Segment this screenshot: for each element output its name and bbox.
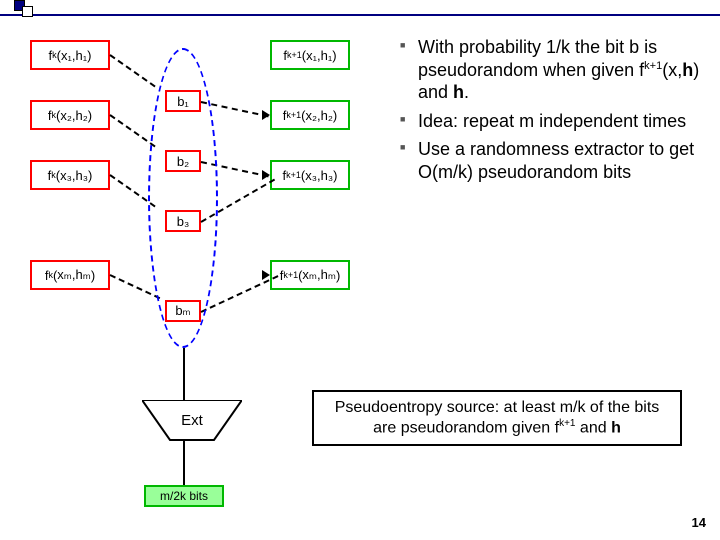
bullet-1: With probability 1/k the bit b is pseudo… — [400, 36, 710, 104]
arrowhead-m — [262, 270, 270, 280]
arrow-bm-fkpm — [201, 275, 279, 313]
fkp1-box-3: fk+1(x₃,h₃) — [270, 160, 350, 190]
topbar-line — [0, 14, 720, 16]
fk-box-3: fk(x₃,h₃) — [30, 160, 110, 190]
ext-label: Ext — [162, 408, 222, 432]
arrow-fk1-b1 — [109, 54, 155, 87]
arrow-fk2-b2 — [109, 114, 155, 147]
line-ellipse-ext — [183, 348, 185, 400]
topbar-square-white — [22, 6, 33, 17]
line-ext-mbits — [183, 440, 185, 485]
page-number: 14 — [692, 515, 706, 530]
bullet-3: Use a randomness extractor to get O(m/k)… — [400, 138, 710, 183]
arrowhead-2 — [262, 170, 270, 180]
mbits-box: m/2k bits — [144, 485, 224, 507]
fk-box-2: fk(x₂,h₂) — [30, 100, 110, 130]
fkp1-box-2: fk+1(x₂,h₂) — [270, 100, 350, 130]
arrowhead-1 — [262, 110, 270, 120]
fk-box-m: fk(xₘ,hₘ) — [30, 260, 110, 290]
fkp1-box-m: fk+1(xₘ,hₘ) — [270, 260, 350, 290]
pseudoentropy-box: Pseudoentropy source: at least m/k of th… — [312, 390, 682, 446]
bullet-2: Idea: repeat m independent times — [400, 110, 710, 133]
b-ellipse — [148, 48, 218, 348]
bullet-list: With probability 1/k the bit b is pseudo… — [400, 36, 710, 189]
fk-box-1: fk(x₁,h₁) — [30, 40, 110, 70]
fkp1-box-1: fk+1(x₁,h₁) — [270, 40, 350, 70]
slide-top-bar — [0, 0, 720, 18]
